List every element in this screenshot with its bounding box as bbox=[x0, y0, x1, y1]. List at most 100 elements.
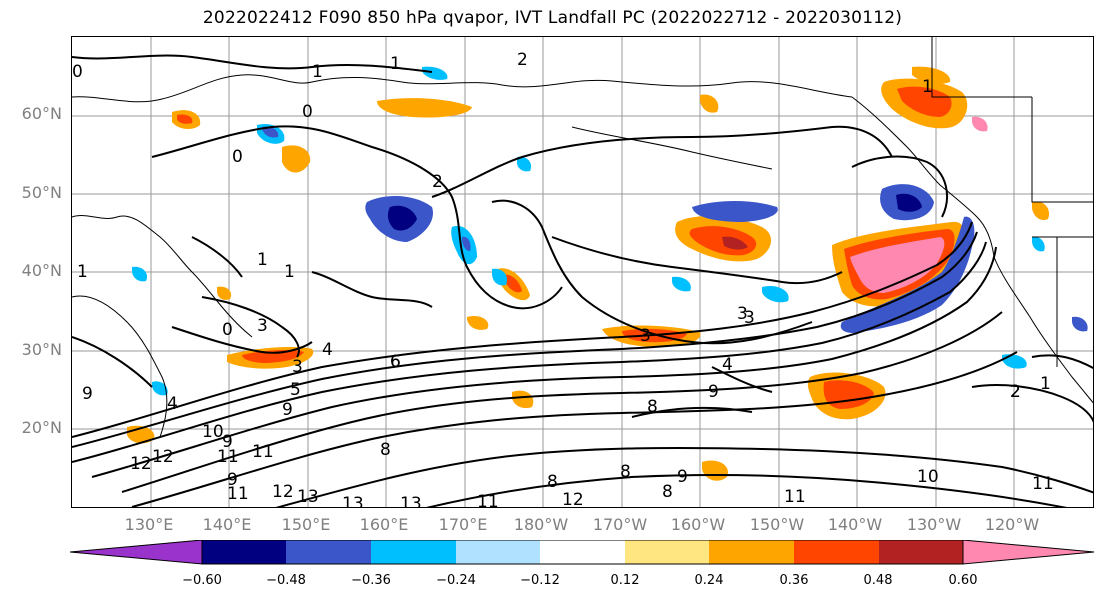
colorbar-tick-label: −0.24 bbox=[436, 573, 476, 588]
contour-label: 6 bbox=[390, 352, 401, 372]
colorbar-segment bbox=[879, 540, 963, 564]
colorbar-tick-label: −0.48 bbox=[266, 573, 306, 588]
contour-label: 4 bbox=[322, 340, 333, 360]
contour-label: 10 bbox=[202, 422, 224, 442]
shading-negative bbox=[132, 66, 1088, 396]
contour-label: 11 bbox=[252, 442, 274, 462]
colorbar-segment bbox=[286, 540, 371, 564]
contour-label: 1 bbox=[257, 250, 268, 270]
map-panel: 1 2 0 1 0 2 1 1 0 3 4 6 5 3 9 8 6 2 1 9 … bbox=[71, 36, 1094, 508]
lon-label-160w: 160°W bbox=[670, 515, 726, 534]
lon-label-130e: 130°E bbox=[124, 515, 174, 534]
lon-label-130w: 130°W bbox=[906, 515, 962, 534]
contour-label: 4 bbox=[722, 355, 733, 375]
colorbar-tick-label: −0.60 bbox=[182, 573, 222, 588]
contour-label: 9 bbox=[677, 467, 688, 487]
contour-label: 11 bbox=[217, 447, 239, 467]
contour-label: 1 bbox=[390, 54, 401, 74]
contour-label: 9 bbox=[708, 382, 719, 402]
lat-label-50n: 50°N bbox=[21, 183, 62, 202]
contour-label: 12 bbox=[130, 454, 152, 474]
colorbar-segment bbox=[625, 540, 709, 564]
contour-label: 0 bbox=[232, 147, 243, 167]
colorbar-segment bbox=[456, 540, 540, 564]
colorbar bbox=[70, 540, 1095, 565]
coastlines bbox=[72, 37, 1093, 438]
contour-label: 9 bbox=[222, 432, 233, 452]
contour-label-layer: 1 2 0 1 0 2 1 1 0 3 4 6 5 3 9 8 6 2 1 9 … bbox=[72, 50, 1054, 508]
ivt-contours bbox=[72, 54, 1093, 507]
contour-label: 11 bbox=[477, 492, 499, 508]
colorbar-max-extend bbox=[962, 540, 1095, 565]
contour-label: 11 bbox=[227, 484, 249, 504]
contour-label: 4 bbox=[167, 394, 178, 414]
map-canvas: 1 2 0 1 0 2 1 1 0 3 4 6 5 3 9 8 6 2 1 9 … bbox=[72, 37, 1093, 508]
lat-label-20n: 20°N bbox=[21, 418, 62, 437]
colorbar-tick-label: 0.24 bbox=[694, 573, 724, 588]
colorbar-segment bbox=[371, 540, 456, 564]
contour-label: 1 bbox=[77, 262, 88, 282]
contour-label: 12 bbox=[152, 447, 174, 467]
lat-label-40n: 40°N bbox=[21, 261, 62, 280]
contour-label: 10 bbox=[917, 467, 939, 487]
shading-positive bbox=[127, 66, 1050, 481]
colorbar-segment bbox=[202, 540, 286, 564]
colorbar-segment bbox=[540, 540, 625, 564]
contour-label: 8 bbox=[662, 482, 673, 502]
contour-label: 1 bbox=[284, 262, 295, 282]
lon-label-170e: 170°E bbox=[438, 515, 488, 534]
lat-label-60n: 60°N bbox=[21, 104, 62, 123]
contour-label: 12 bbox=[562, 490, 584, 508]
colorbar-tick-label: 0.12 bbox=[610, 573, 640, 588]
contour-label: 9 bbox=[282, 400, 293, 420]
contour-label: 2 bbox=[1010, 382, 1021, 402]
colorbar-tick-label: −0.36 bbox=[351, 573, 391, 588]
contour-label: 0 bbox=[72, 62, 83, 82]
lat-label-30n: 30°N bbox=[21, 340, 62, 359]
colorbar-segment bbox=[794, 540, 879, 564]
contour-label: 0 bbox=[302, 102, 313, 122]
contour-label: 8 bbox=[380, 440, 391, 460]
graticule bbox=[72, 37, 1093, 507]
contour-label: 2 bbox=[517, 50, 528, 70]
contour-label: 13 bbox=[342, 494, 364, 508]
lon-label-140w: 140°W bbox=[827, 515, 883, 534]
lon-label-160e: 160°E bbox=[359, 515, 409, 534]
contour-label: 8 bbox=[547, 472, 558, 492]
contour-label: 1 bbox=[312, 62, 323, 82]
colorbar-tick-label: −0.12 bbox=[520, 573, 560, 588]
lon-label-150e: 150°E bbox=[281, 515, 331, 534]
contour-label: 5 bbox=[290, 380, 301, 400]
contour-label: 3 bbox=[292, 357, 303, 377]
contour-label: 2 bbox=[432, 172, 443, 192]
colorbar-min-extend bbox=[70, 540, 203, 565]
contour-label: 2 bbox=[1010, 382, 1021, 402]
contour-label: 8 bbox=[647, 397, 658, 417]
contour-label: 8 bbox=[620, 462, 631, 482]
contour-label: 1 bbox=[1040, 374, 1051, 394]
contour-label: 3 bbox=[640, 326, 651, 346]
lon-label-150w: 150°W bbox=[749, 515, 805, 534]
contour-label: 9 bbox=[82, 384, 93, 404]
lon-label-180w: 180°W bbox=[513, 515, 569, 534]
contour-label: 11 bbox=[784, 487, 806, 507]
contour-label: 3 bbox=[737, 304, 748, 324]
contour-label: 3 bbox=[257, 316, 268, 336]
colorbar-tick-label: 0.36 bbox=[779, 573, 809, 588]
colorbar-tick-label: 0.48 bbox=[863, 573, 893, 588]
contour-label: 6 bbox=[390, 352, 401, 372]
lon-label-120w: 120°W bbox=[984, 515, 1040, 534]
lon-label-170w: 170°W bbox=[592, 515, 648, 534]
contour-label: 0 bbox=[222, 320, 233, 340]
colorbar-tick-label: 0.60 bbox=[948, 573, 978, 588]
ar-cool-band bbox=[840, 216, 975, 333]
contour-label: 1 bbox=[922, 77, 933, 97]
chart-title: 2022022412 F090 850 hPa qvapor, IVT Land… bbox=[202, 8, 903, 28]
colorbar-segment bbox=[709, 540, 794, 564]
lon-label-140e: 140°E bbox=[202, 515, 252, 534]
contour-label: 9 bbox=[227, 470, 238, 490]
contour-label: 13 bbox=[297, 487, 319, 507]
contour-label: 13 bbox=[400, 494, 422, 508]
contour-label: 11 bbox=[1032, 474, 1054, 494]
contour-label: 12 bbox=[272, 482, 294, 502]
